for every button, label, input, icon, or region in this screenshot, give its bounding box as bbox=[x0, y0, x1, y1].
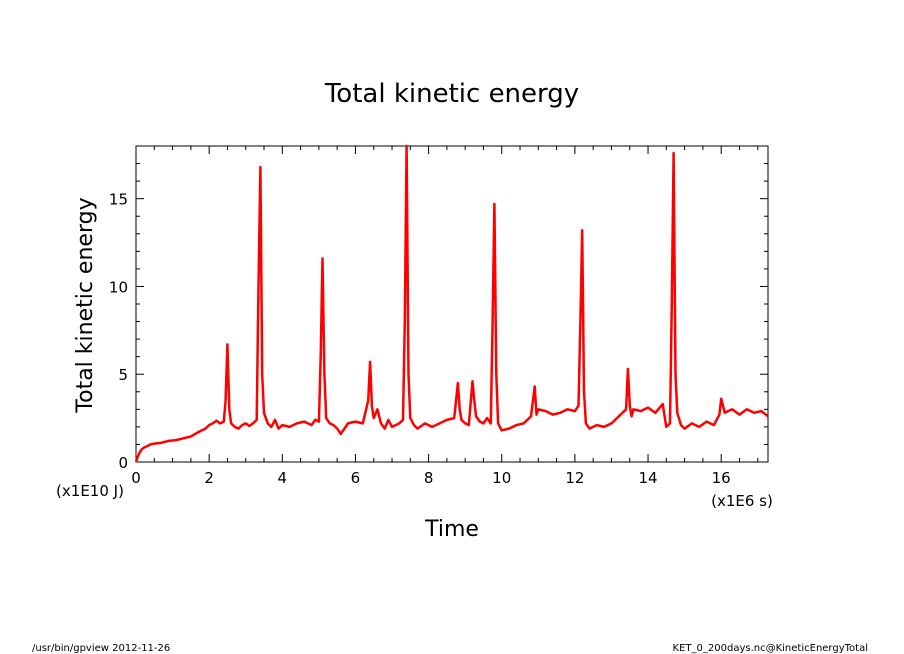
x-axis-label: Time bbox=[424, 517, 479, 542]
x-tick-label: 10 bbox=[492, 469, 511, 487]
x-tick-label: 4 bbox=[278, 469, 288, 487]
tick-labels: 0 2 4 6 8 10 12 14 16 0 5 10 15 bbox=[109, 191, 731, 487]
series-line bbox=[134, 144, 769, 463]
ticks bbox=[135, 145, 768, 463]
x-tick-label: 0 bbox=[131, 469, 141, 487]
x-tick-label: 6 bbox=[351, 469, 361, 487]
y-tick-label: 10 bbox=[109, 278, 128, 296]
x-tick-label: 2 bbox=[204, 469, 214, 487]
y-axis-label: Total kinetic energy bbox=[73, 197, 98, 413]
footer-left-text: /usr/bin/gpview 2012-11-26 bbox=[32, 643, 170, 654]
chart-title: Total kinetic energy bbox=[324, 79, 579, 109]
x-unit-label: (x1E6 s) bbox=[711, 492, 773, 510]
x-tick-label: 16 bbox=[712, 469, 731, 487]
y-unit-label: (x1E10 J) bbox=[56, 482, 124, 500]
y-tick-label: 0 bbox=[118, 454, 128, 472]
x-tick-label: 12 bbox=[565, 469, 584, 487]
x-tick-label: 14 bbox=[638, 469, 657, 487]
y-tick-label: 15 bbox=[109, 191, 128, 209]
x-tick-label: 8 bbox=[424, 469, 434, 487]
y-tick-label: 5 bbox=[118, 366, 128, 384]
footer-right-text: KET_0_200days.nc@KineticEnergyTotal bbox=[673, 643, 868, 654]
